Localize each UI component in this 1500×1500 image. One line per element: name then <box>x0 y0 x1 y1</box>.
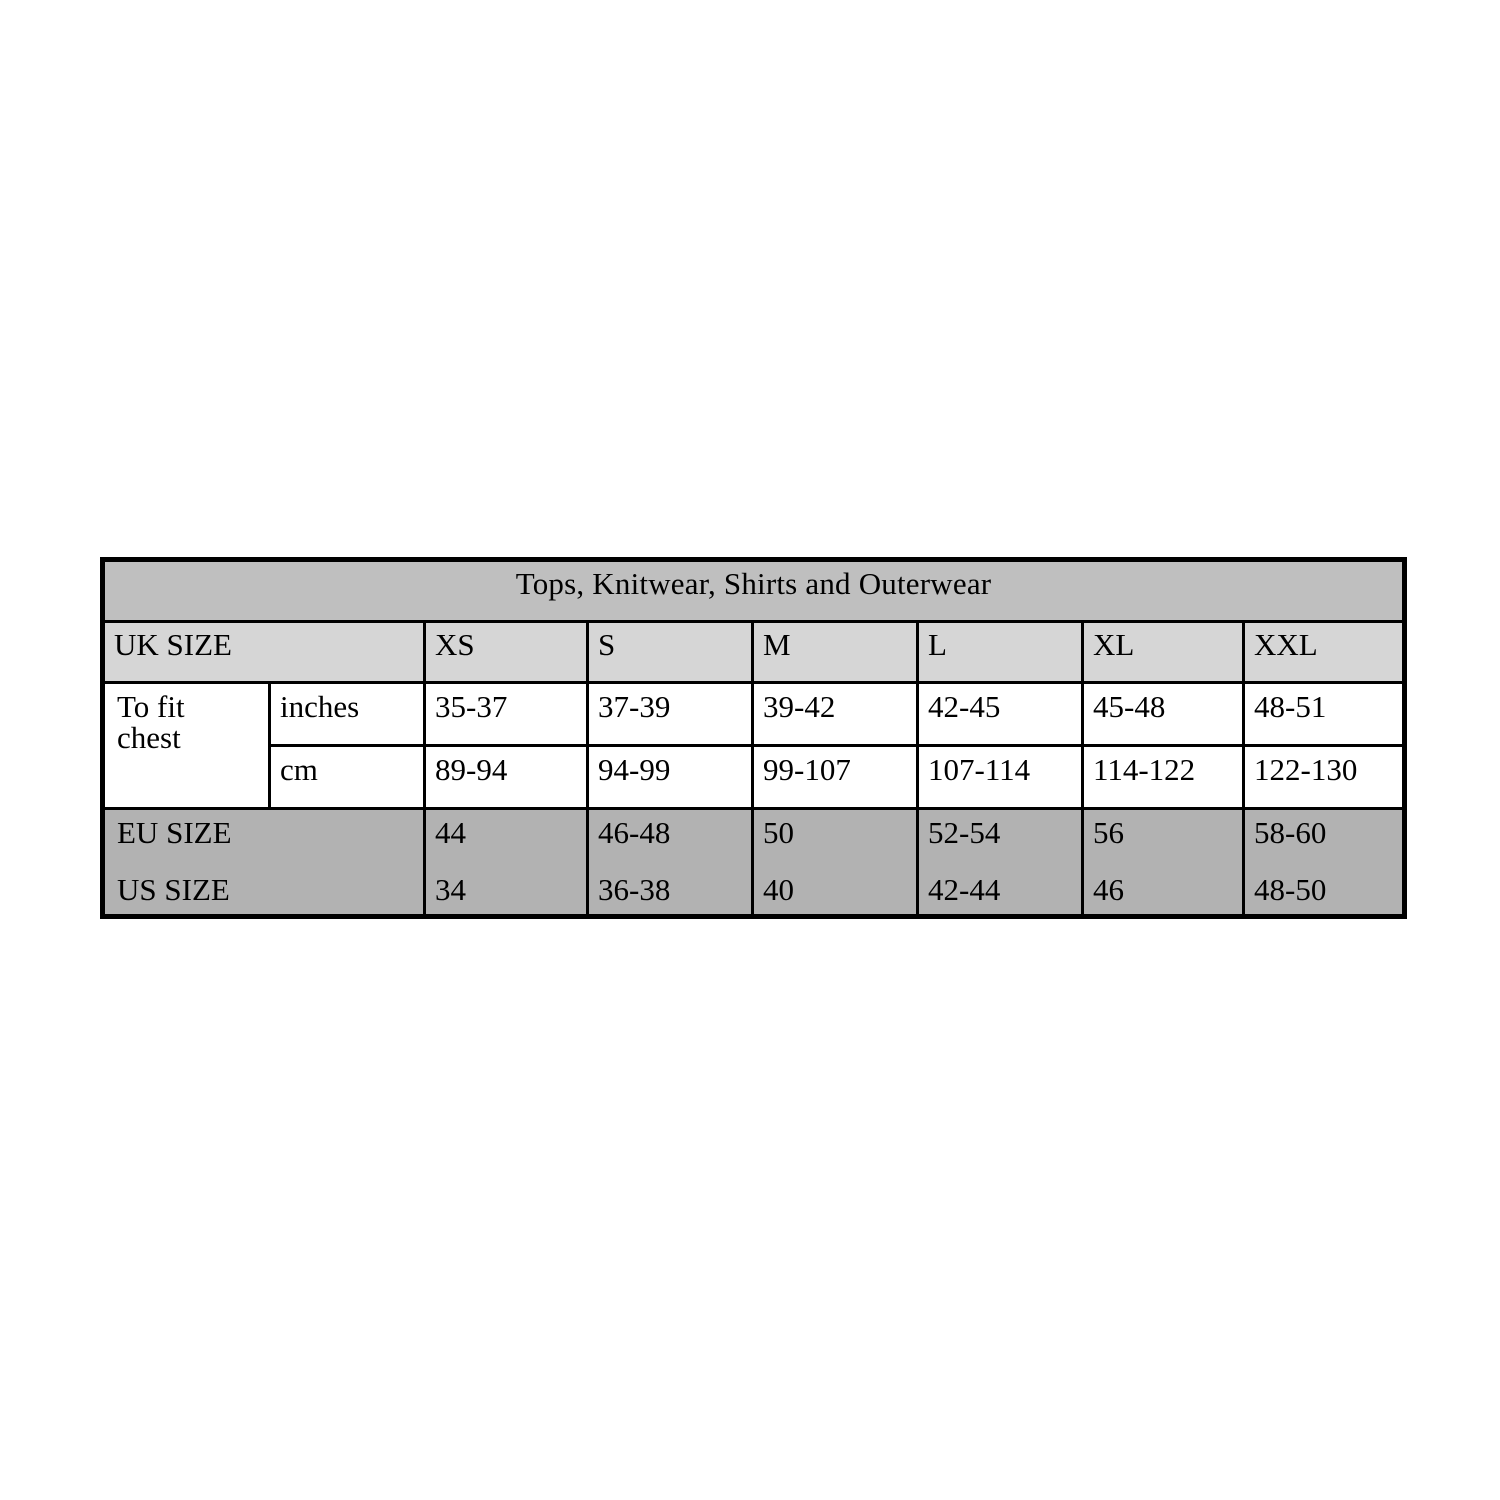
us-size-m: 40 <box>763 872 794 907</box>
size-header-m: M <box>751 620 919 684</box>
intl-size-xl: 56 46 <box>1081 807 1245 918</box>
intl-size-labels: EU SIZE US SIZE <box>101 807 426 918</box>
intl-size-s: 46-48 36-38 <box>586 807 754 918</box>
table-row: To fit chest inches 35-37 37-39 39-42 42… <box>101 681 1407 810</box>
unit-inches: inches <box>268 681 426 747</box>
size-header-l: L <box>916 620 1084 684</box>
chest-cm-l: 107-114 <box>916 744 1084 810</box>
chest-cm-m: 99-107 <box>751 744 919 810</box>
chest-inches-m: 39-42 <box>751 681 919 747</box>
us-size-xxl: 48-50 <box>1254 872 1327 907</box>
eu-size-m: 50 <box>763 815 794 850</box>
chest-inches-xl: 45-48 <box>1081 681 1245 747</box>
to-fit-chest-line1: To fit <box>117 689 185 724</box>
eu-size-l: 52-54 <box>928 815 1001 850</box>
size-header-xs: XS <box>423 620 589 684</box>
table-header-row: UK SIZE XS S M L XL XXL <box>101 620 1407 684</box>
eu-size-s: 46-48 <box>598 815 671 850</box>
unit-cm: cm <box>268 744 426 810</box>
size-header-xl: XL <box>1081 620 1245 684</box>
eu-size-label: EU SIZE <box>117 815 232 850</box>
intl-size-row: EU SIZE US SIZE 44 34 46-48 36-38 50 <box>101 807 1407 918</box>
chest-inches-xs: 35-37 <box>423 681 589 747</box>
eu-size-xxl: 58-60 <box>1254 815 1327 850</box>
chest-inches-s: 37-39 <box>586 681 754 747</box>
intl-size-m: 50 40 <box>751 807 919 918</box>
intl-size-l: 52-54 42-44 <box>916 807 1084 918</box>
eu-size-xs: 44 <box>435 815 466 850</box>
chart-title: Tops, Knitwear, Shirts and Outerwear <box>100 558 1407 623</box>
us-size-label: US SIZE <box>117 872 230 907</box>
intl-size-xs: 44 34 <box>423 807 589 918</box>
chest-cm-xl: 114-122 <box>1081 744 1245 810</box>
chest-inches-xxl: 48-51 <box>1241 681 1407 747</box>
to-fit-chest-label: To fit chest <box>101 681 271 810</box>
us-size-xl: 46 <box>1093 872 1124 907</box>
chest-inches-l: 42-45 <box>916 681 1084 747</box>
uk-size-header-label: UK SIZE <box>101 620 426 684</box>
us-size-s: 36-38 <box>598 872 671 907</box>
table-row: cm 89-94 94-99 99-107 107-114 114-122 12… <box>103 744 1407 810</box>
us-size-xs: 34 <box>435 872 466 907</box>
chest-cm-xxl: 122-130 <box>1241 744 1407 810</box>
chest-cm-xs: 89-94 <box>423 744 589 810</box>
table-title-row: Tops, Knitwear, Shirts and Outerwear <box>100 558 1407 623</box>
size-header-s: S <box>586 620 754 684</box>
to-fit-chest-line2: chest <box>117 720 181 755</box>
intl-size-xxl: 58-60 48-50 <box>1241 807 1407 918</box>
us-size-l: 42-44 <box>928 872 1001 907</box>
size-chart-table: Tops, Knitwear, Shirts and Outerwear UK … <box>100 557 1408 919</box>
size-header-xxl: XXL <box>1241 620 1407 684</box>
eu-size-xl: 56 <box>1093 815 1124 850</box>
chest-cm-s: 94-99 <box>586 744 754 810</box>
